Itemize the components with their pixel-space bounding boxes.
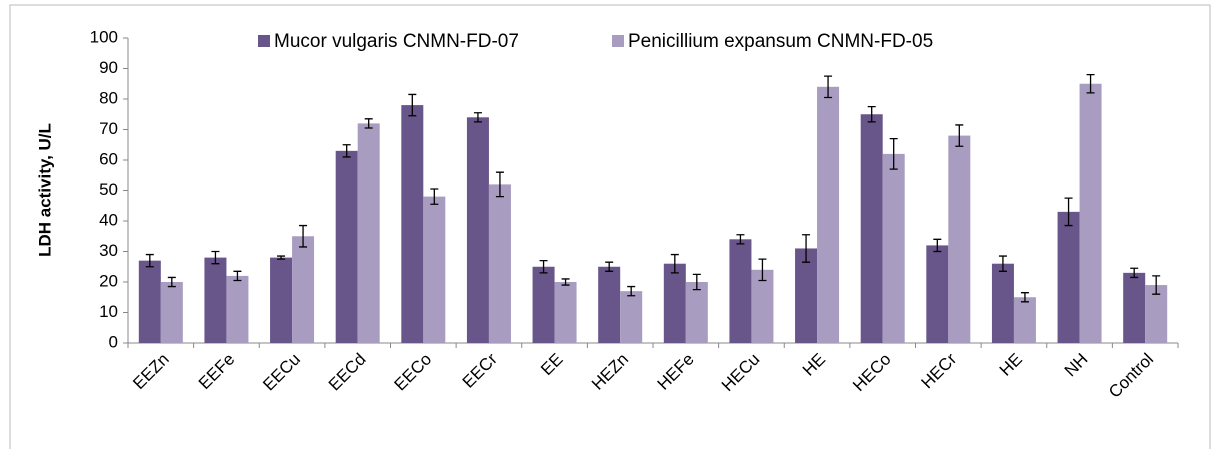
bar [488, 184, 511, 343]
bar [729, 239, 752, 343]
legend-swatch [612, 35, 624, 47]
bar [1145, 285, 1168, 343]
bar [948, 135, 971, 343]
bar [138, 260, 161, 343]
error-bar [736, 234, 745, 245]
error-bar [473, 112, 482, 123]
y-axis-label: LDH activity, U/L [35, 123, 54, 257]
x-tick-label: EEFe [195, 350, 239, 394]
error-bar [408, 93, 417, 117]
error-bar [539, 260, 548, 274]
error-bar [233, 270, 242, 282]
y-tick-label: 0 [109, 332, 118, 351]
y-tick-label: 80 [99, 88, 118, 107]
x-tick-label: HECr [917, 349, 960, 392]
bar [685, 282, 708, 343]
bar [335, 150, 358, 343]
bar [1079, 83, 1102, 343]
error-bar [299, 224, 308, 248]
bar [204, 257, 227, 343]
x-tick-label: HE [996, 350, 1026, 380]
x-tick-label: NH [1061, 350, 1092, 381]
bar [357, 123, 380, 344]
bar [532, 266, 555, 343]
bar [160, 282, 183, 343]
y-tick-label: 60 [99, 149, 118, 168]
y-tick-label: 20 [99, 271, 118, 290]
error-bar [561, 278, 570, 286]
x-tick-label: EECd [325, 350, 370, 395]
x-tick-label: HEZn [588, 350, 632, 394]
x-tick-label: Control [1105, 350, 1157, 402]
x-tick-label: EE [537, 350, 566, 379]
error-bar [889, 138, 898, 170]
bar [860, 114, 883, 343]
error-bar [867, 105, 876, 123]
bar [991, 263, 1014, 343]
bar [598, 266, 621, 343]
chart-frame [9, 4, 1211, 449]
bar [292, 236, 315, 343]
error-bar [167, 276, 176, 288]
x-tick-label: EECo [390, 350, 435, 395]
bar [466, 117, 489, 343]
bar [423, 196, 446, 343]
error-bar [933, 238, 942, 253]
x-tick-label: HECo [849, 350, 895, 396]
bar [1123, 272, 1146, 343]
x-tick-label: EEZn [129, 350, 173, 394]
x-tick-label: HECu [718, 350, 764, 396]
y-tick-label: 30 [99, 241, 118, 260]
error-bar [998, 255, 1007, 272]
error-bar [342, 144, 351, 158]
error-bar [430, 188, 439, 205]
y-tick-label: 40 [99, 210, 118, 229]
error-bar [277, 255, 286, 260]
y-tick-label: 70 [99, 119, 118, 138]
error-bar [692, 273, 701, 291]
error-bar [1130, 267, 1139, 279]
bar [817, 86, 840, 344]
bar [926, 245, 949, 343]
bar [270, 257, 293, 343]
bar [1013, 297, 1036, 343]
bar [554, 282, 577, 343]
x-tick-label: EECu [259, 350, 304, 395]
error-bar [605, 261, 614, 272]
error-bar [1020, 292, 1029, 303]
legend-label: Penicillium expansum CNMN-FD-05 [628, 31, 933, 52]
bar [620, 291, 643, 343]
x-tick-label: HE [799, 350, 829, 380]
x-tick-label: HEFe [654, 350, 698, 394]
error-bar [145, 253, 154, 268]
error-bar [802, 234, 811, 263]
error-bar [1086, 73, 1095, 94]
bar [751, 269, 774, 343]
error-bar [495, 171, 504, 198]
error-bar [1064, 197, 1073, 227]
error-bar [1152, 275, 1161, 295]
y-tick-label: 90 [99, 58, 118, 77]
error-bar [670, 253, 679, 274]
error-bar [955, 124, 964, 147]
bar [226, 275, 249, 343]
y-tick-label: 100 [90, 27, 118, 46]
error-bar [364, 118, 373, 129]
y-tick-label: 50 [99, 180, 118, 199]
error-bar [627, 285, 636, 297]
error-bar [758, 258, 767, 282]
bar [882, 153, 905, 343]
legend-swatch [258, 35, 270, 47]
bar [401, 105, 424, 343]
legend-label: Mucor vulgaris CNMN-FD-07 [274, 31, 519, 52]
error-bar [824, 75, 833, 99]
x-tick-label: EECr [459, 349, 501, 391]
bar [1057, 211, 1080, 343]
bar [795, 248, 818, 343]
error-bar [211, 250, 220, 265]
bar [663, 263, 686, 343]
y-tick-label: 10 [99, 302, 118, 321]
